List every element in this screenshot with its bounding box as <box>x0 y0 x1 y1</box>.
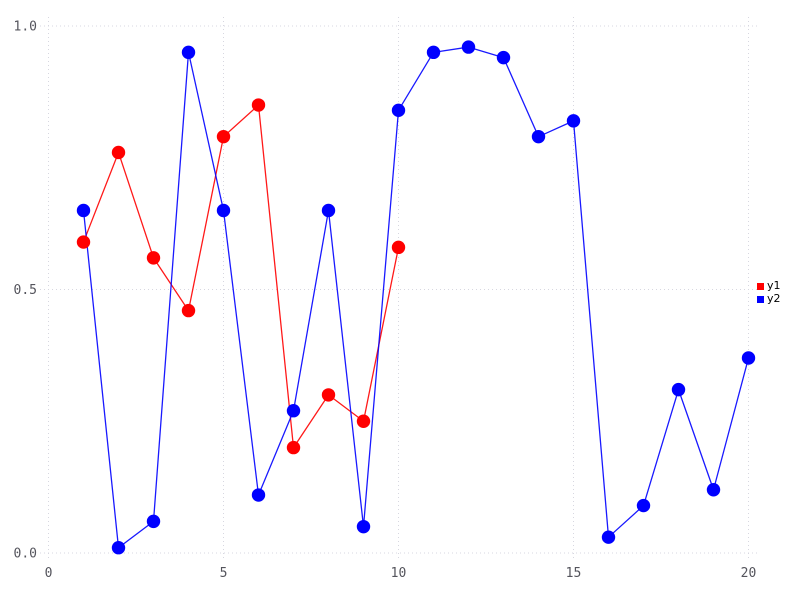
data-point-y2 <box>251 488 266 502</box>
data-point-y2 <box>76 203 91 218</box>
x-tick-label: 5 <box>220 566 228 581</box>
data-point-y2 <box>146 514 161 529</box>
y-tick-label: 0.5 <box>14 283 37 298</box>
y-tick-label: 1.0 <box>14 20 37 35</box>
x-tick-label: 0 <box>45 566 53 581</box>
data-point-y2 <box>566 114 581 128</box>
data-point-y2 <box>496 50 511 65</box>
y-tick-label: 0.0 <box>14 547 37 562</box>
data-point-y2 <box>531 129 546 144</box>
series-y1-line <box>82 104 400 449</box>
y-axis-tick-labels: 0.0 0.5 1.0 <box>14 20 37 562</box>
data-point-y2 <box>636 498 651 513</box>
data-point-y2 <box>391 103 406 118</box>
data-point-y2 <box>356 519 371 534</box>
x-tick-label: 20 <box>741 566 757 581</box>
data-point-y1 <box>76 235 91 249</box>
data-point-y1 <box>286 440 301 455</box>
data-point-y1 <box>356 414 371 428</box>
data-point-y2 <box>706 483 721 497</box>
data-point-y2 <box>461 40 476 54</box>
data-point-y2 <box>181 45 196 60</box>
data-point-y2 <box>286 404 301 418</box>
legend-item-y1: y1 <box>757 280 781 292</box>
data-point-y1 <box>111 145 126 160</box>
x-axis-tick-labels: 0 5 10 15 20 <box>45 566 757 581</box>
legend: y1 y2 <box>757 280 781 305</box>
data-point-y1 <box>251 98 266 112</box>
data-point-y2 <box>741 351 756 365</box>
data-point-y2 <box>426 45 441 60</box>
data-point-y2 <box>671 382 686 397</box>
data-point-y1 <box>146 251 161 265</box>
data-point-y2 <box>601 530 616 544</box>
data-point-y1 <box>216 129 231 144</box>
series-y1-markers <box>76 98 406 455</box>
legend-swatch-y1-icon <box>757 282 764 290</box>
data-point-y2 <box>216 203 231 218</box>
x-tick-label: 15 <box>566 566 582 581</box>
data-point-y1 <box>181 303 196 318</box>
series-y2-line <box>82 46 750 549</box>
legend-item-y2: y2 <box>757 293 781 305</box>
legend-label-y1: y1 <box>767 279 781 292</box>
x-tick-label: 10 <box>391 566 407 581</box>
legend-swatch-y2-icon <box>757 295 764 303</box>
data-point-y2 <box>111 541 126 555</box>
legend-label-y2: y2 <box>767 292 781 305</box>
data-point-y1 <box>321 388 336 402</box>
gridlines <box>40 17 757 560</box>
data-point-y1 <box>391 240 406 255</box>
series-y2-markers <box>76 40 756 555</box>
data-point-y2 <box>321 203 336 218</box>
